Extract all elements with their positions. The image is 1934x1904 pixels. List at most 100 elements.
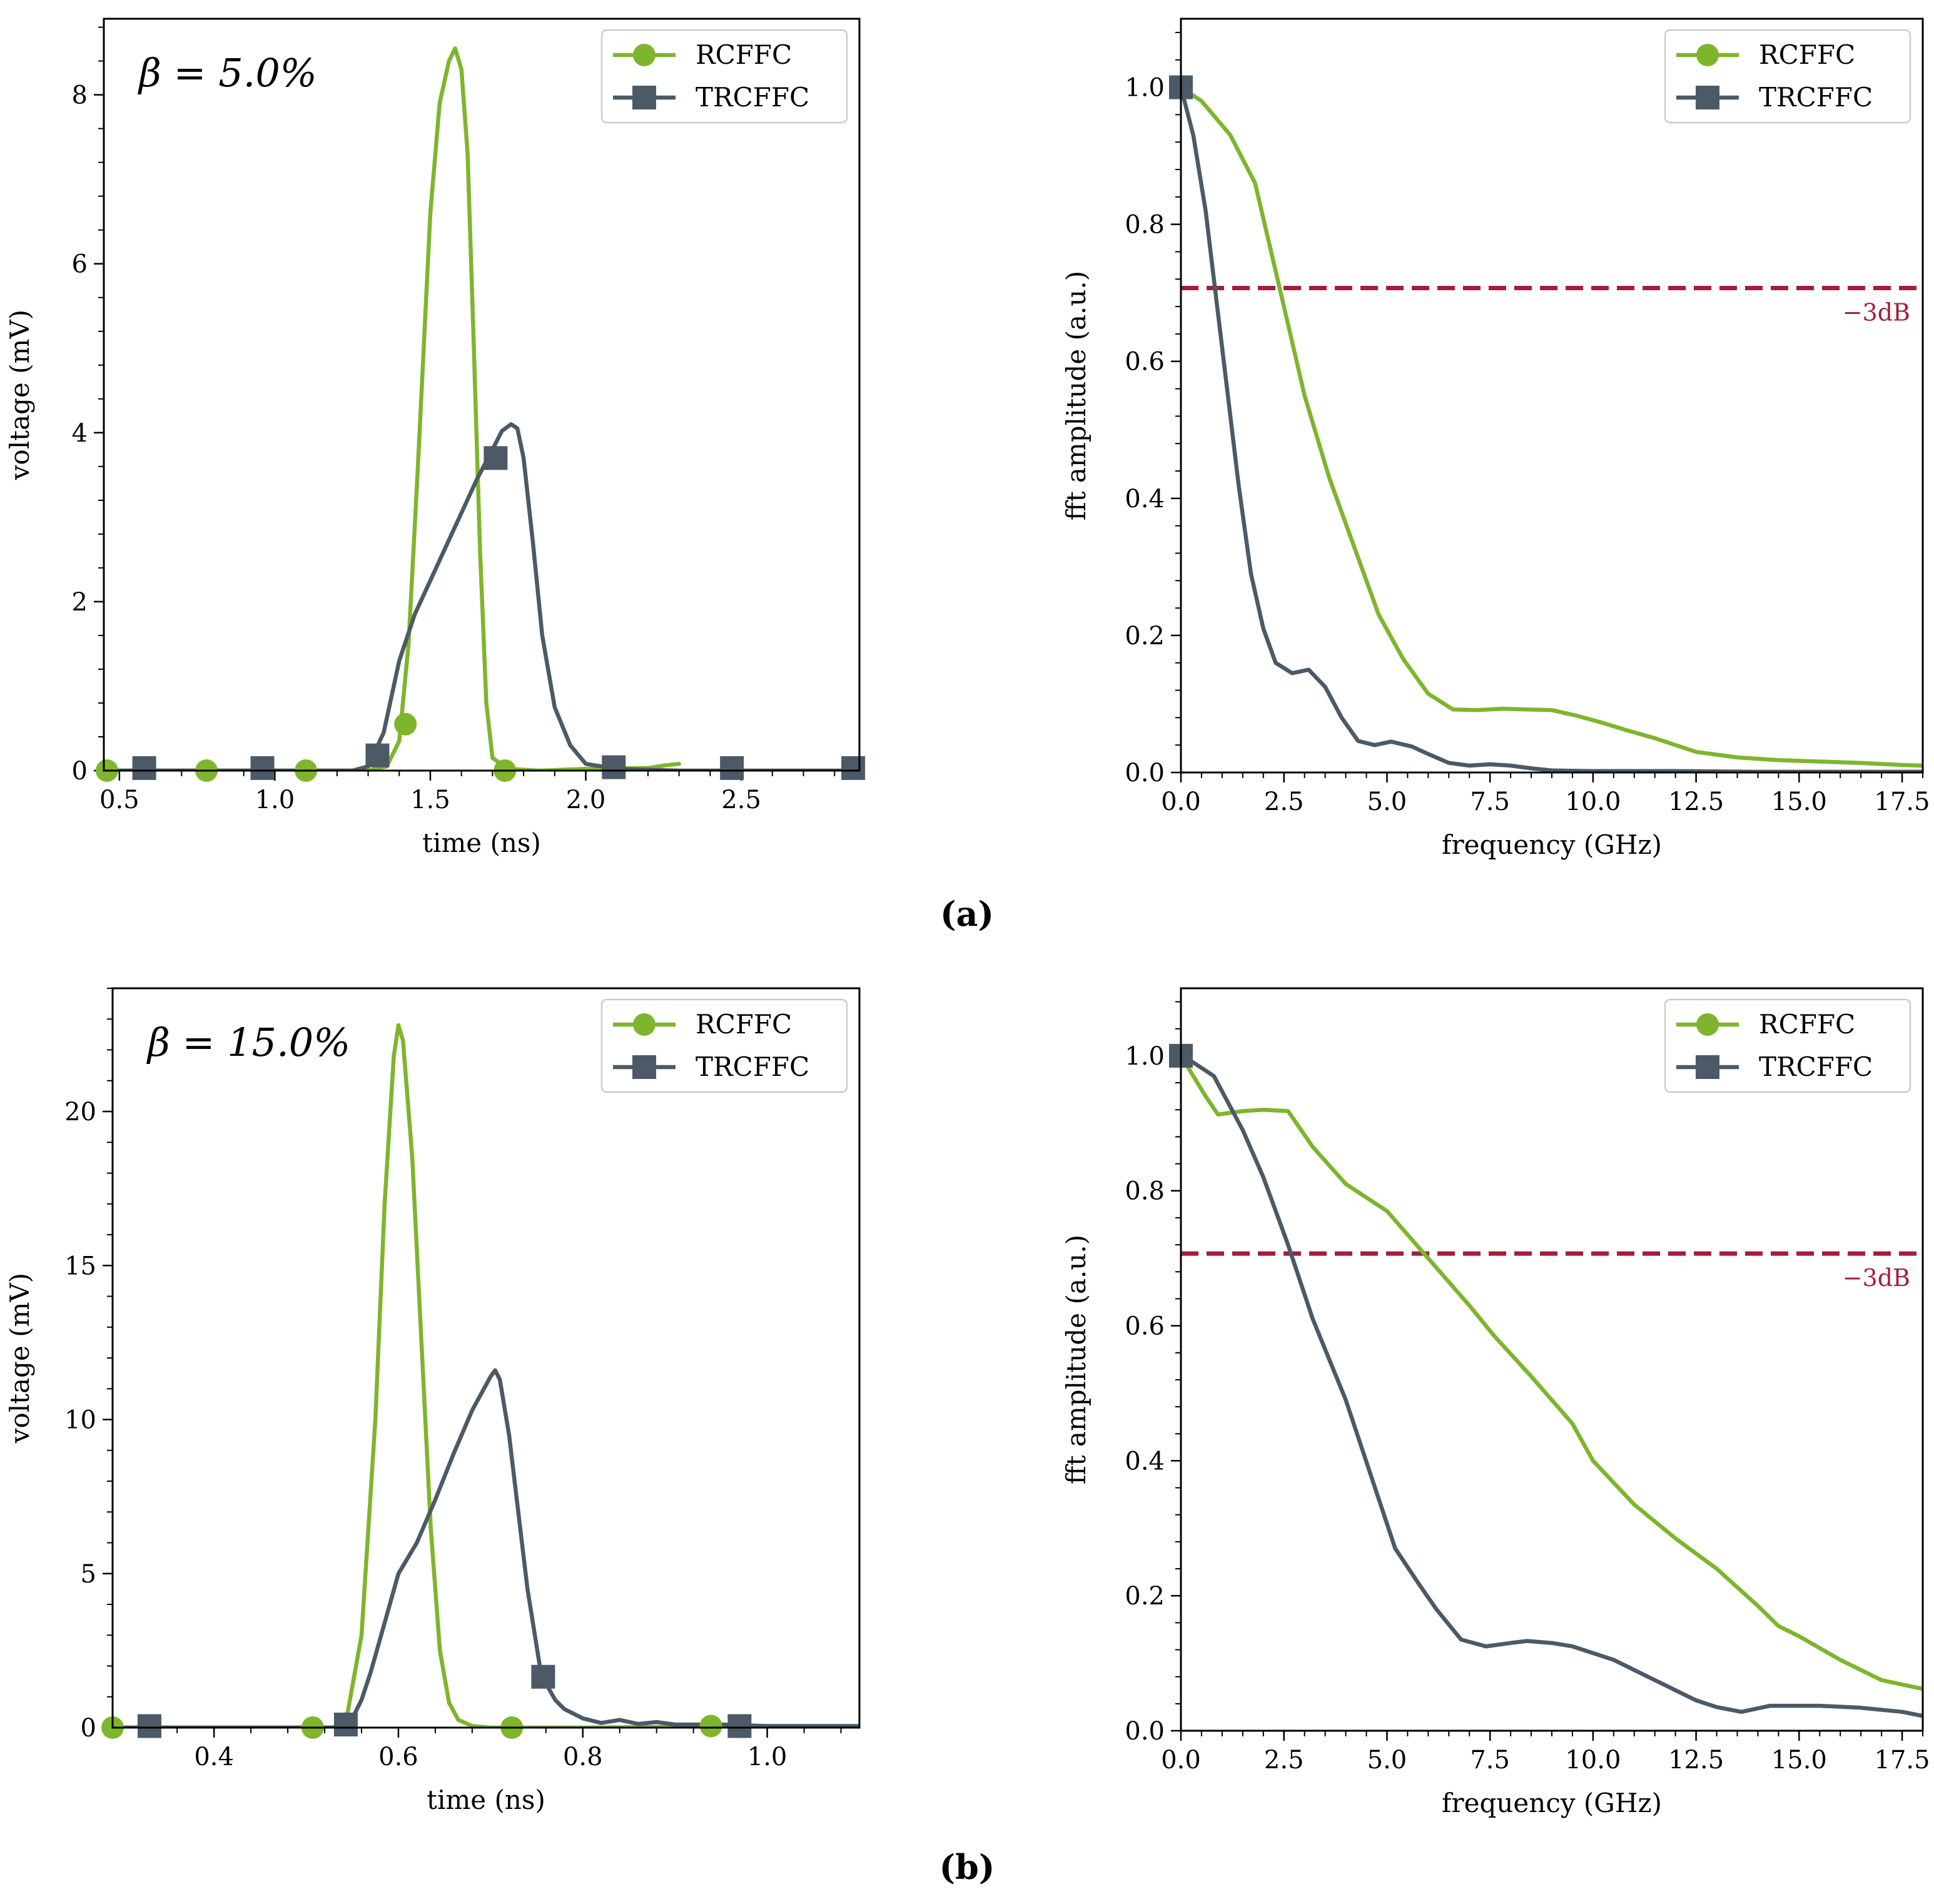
- x-tick-label: 1.5: [410, 786, 450, 814]
- x-tick-label: 1.0: [255, 786, 295, 814]
- x-axis-label: time (ns): [427, 1785, 545, 1815]
- legend-marker-rcffc: [633, 1013, 656, 1036]
- y-axis-label: fft amplitude (a.u.): [1061, 1235, 1091, 1484]
- legend-label-trcffc: TRCFFC: [696, 82, 809, 113]
- x-tick-label: 15.0: [1771, 1746, 1827, 1775]
- y-tick-label: 0: [81, 1714, 96, 1743]
- legend-marker-trcffc: [1696, 86, 1719, 109]
- plot-frame: [111, 987, 861, 1729]
- legend-label-trcffc: TRCFFC: [1759, 82, 1873, 113]
- y-tick-label: 10: [64, 1406, 96, 1435]
- legend-marker-rcffc: [1696, 44, 1719, 66]
- y-tick-label: 2: [72, 588, 88, 617]
- y-tick-label: 0.6: [1125, 1312, 1165, 1341]
- x-tick-label: 17.5: [1875, 787, 1930, 816]
- y-axis-label: voltage (mV): [4, 1273, 35, 1444]
- y-tick-label: 0.2: [1125, 622, 1165, 651]
- x-tick-label: 12.5: [1668, 787, 1724, 816]
- x-tick-label: 2.5: [1264, 787, 1304, 816]
- y-tick-label: 15: [64, 1252, 96, 1280]
- marker-trcffc: [841, 756, 866, 780]
- x-tick-label: 0.4: [194, 1743, 234, 1771]
- threshold-label: −3dB: [1843, 299, 1910, 327]
- legend-label-rcffc: RCFFC: [1759, 39, 1855, 70]
- legend-marker-rcffc: [1696, 1013, 1719, 1036]
- y-tick-label: 6: [72, 250, 88, 279]
- marker-trcffc: [132, 756, 156, 780]
- legend-marker-trcffc: [632, 86, 656, 109]
- y-tick-label: 0.8: [1125, 211, 1165, 240]
- legend-label-rcffc: RCFFC: [1759, 1009, 1855, 1040]
- y-tick-label: 1.0: [1125, 74, 1165, 103]
- y-tick-label: 8: [72, 81, 88, 110]
- marker-rcffc: [394, 712, 417, 736]
- x-tick-label: 0.8: [563, 1743, 603, 1771]
- y-tick-label: 0.6: [1125, 348, 1165, 377]
- marker-trcffc: [137, 1714, 161, 1738]
- marker-trcffc: [484, 446, 508, 470]
- beta-annotation: β = 5.0%: [138, 50, 317, 96]
- x-tick-label: 12.5: [1668, 1746, 1724, 1775]
- marker-trcffc: [727, 1714, 752, 1738]
- panel-label-b: (b): [939, 1847, 995, 1887]
- legend-label-trcffc: TRCFFC: [696, 1051, 809, 1082]
- x-tick-label: 10.0: [1565, 1746, 1621, 1775]
- y-tick-label: 0.2: [1125, 1582, 1165, 1611]
- y-tick-label: 0.4: [1125, 1447, 1165, 1476]
- y-axis-label: fft amplitude (a.u.): [1061, 271, 1091, 520]
- x-tick-label: 0.5: [99, 786, 139, 814]
- x-tick-label: 2.5: [1264, 1746, 1304, 1775]
- legend-label-rcffc: RCFFC: [696, 39, 792, 70]
- x-axis-label: time (ns): [422, 828, 541, 858]
- x-tick-label: 15.0: [1771, 787, 1827, 816]
- series-line-trcffc: [1181, 85, 1923, 772]
- y-tick-label: 0.4: [1125, 485, 1165, 514]
- series-line-trcffc: [113, 1368, 859, 1728]
- plot-frame: [1180, 987, 1924, 1732]
- series-line-rcffc: [1181, 1053, 1923, 1691]
- y-tick-label: 20: [64, 1098, 96, 1127]
- chart-b-voltage-vs-time: 0.4 0.6 0.8 1.0 0 5 10 15 20 time (ns) voltage (mV…: [4, 987, 861, 1815]
- marker-trcffc: [602, 755, 626, 779]
- series-line-rcffc: [1181, 85, 1923, 768]
- chart-b-fft-amplitude: 0.0 2.5 5.0 7.5 10.0 12.5 15.0 17.5 0.0 0.2 0.4 0.6…: [1061, 987, 1930, 1818]
- chart-a-fft-amplitude: 0.0 2.5 5.0 7.5 10.0 12.5 15.0 17.5 0.0 0.2 0.4 0.6…: [1061, 18, 1930, 860]
- y-tick-label: 0.0: [1125, 1717, 1165, 1746]
- legend-marker-rcffc: [633, 44, 656, 66]
- x-tick-label: 1.0: [747, 1743, 787, 1771]
- marker-trcffc: [365, 743, 390, 767]
- x-tick-label: 2.0: [566, 786, 606, 814]
- marker-trcffc: [531, 1664, 555, 1689]
- marker-rcffc: [699, 1714, 722, 1738]
- x-tick-label: 7.5: [1470, 787, 1510, 816]
- marker-trcffc: [720, 756, 744, 780]
- threshold-label: −3dB: [1843, 1264, 1910, 1292]
- x-tick-label: 0.0: [1161, 1746, 1201, 1775]
- x-axis-label: frequency (GHz): [1442, 1788, 1662, 1818]
- y-axis-label: voltage (mV): [4, 310, 35, 480]
- x-tick-label: 0.6: [378, 1743, 418, 1771]
- x-tick-label: 5.0: [1367, 787, 1407, 816]
- y-tick-label: 0.8: [1125, 1177, 1165, 1206]
- legend-marker-trcffc: [632, 1055, 656, 1079]
- chart-a-voltage-vs-time: 0.5 1.0 1.5 2.0 2.5 0 2 4 6 8 time (ns) voltage (mV…: [4, 18, 866, 858]
- y-tick-label: 1.0: [1125, 1042, 1165, 1071]
- beta-annotation: β = 15.0%: [146, 1020, 350, 1065]
- marker-trcffc: [333, 1713, 358, 1737]
- x-tick-label: 17.5: [1875, 1746, 1930, 1775]
- x-tick-label: 2.5: [721, 786, 761, 814]
- plot-frame: [103, 18, 861, 772]
- x-tick-label: 7.5: [1470, 1746, 1510, 1775]
- legend-marker-trcffc: [1696, 1055, 1719, 1079]
- series-line-rcffc: [113, 1023, 859, 1728]
- series-line-trcffc: [104, 422, 859, 771]
- legend-label-rcffc: RCFFC: [696, 1009, 792, 1040]
- y-tick-label: 4: [72, 419, 88, 448]
- x-tick-label: 5.0: [1367, 1746, 1407, 1775]
- series-line-trcffc: [1181, 1053, 1923, 1718]
- x-axis-label: frequency (GHz): [1442, 829, 1662, 860]
- x-tick-label: 0.0: [1161, 787, 1201, 816]
- plot-frame: [1180, 18, 1924, 774]
